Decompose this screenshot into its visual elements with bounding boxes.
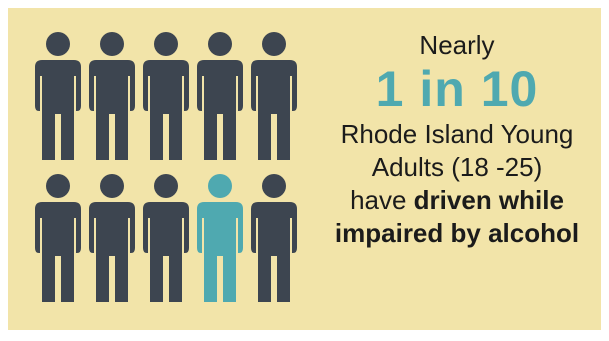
- description-line-2: Adults (18 -25): [371, 152, 543, 182]
- have-text: have: [350, 185, 414, 215]
- person-icon: [140, 174, 192, 304]
- people-figures: [32, 32, 300, 312]
- description-line-4: impaired by alcohol: [312, 217, 602, 250]
- person-icon: [86, 174, 138, 304]
- person-icon: [248, 174, 300, 304]
- driven-while-text: driven while: [413, 185, 564, 215]
- person-icon: [86, 32, 138, 162]
- person-icon: [248, 32, 300, 162]
- nearly-label: Nearly: [419, 30, 495, 60]
- impaired-text: impaired by alcohol: [334, 218, 580, 248]
- person-icon: [32, 32, 84, 162]
- person-icon: [194, 32, 246, 162]
- person-icon-highlighted: [194, 174, 246, 304]
- description-line-3: have driven while: [312, 184, 602, 217]
- ratio-headline: 1 in 10: [375, 61, 539, 117]
- description-line-1: Rhode Island Young: [340, 119, 574, 149]
- person-icon: [140, 32, 192, 162]
- statistic-text: Nearly 1 in 10 Rhode Island Young Adults…: [312, 30, 602, 250]
- person-icon: [32, 174, 84, 304]
